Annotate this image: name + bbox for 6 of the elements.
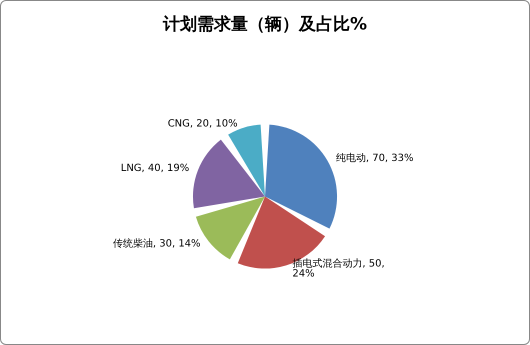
slice-label: 插电式混合动力, 50, 24% (292, 258, 388, 280)
chart-title: 计划需求量（辆）及占比% (162, 14, 368, 34)
slice-label: LNG, 40, 19% (120, 163, 190, 174)
slice-label: 纯电动, 70, 33% (336, 152, 414, 164)
slice-label: CNG, 20, 10% (168, 118, 238, 130)
slice-label: 传统柴油, 30, 14% (112, 237, 201, 250)
